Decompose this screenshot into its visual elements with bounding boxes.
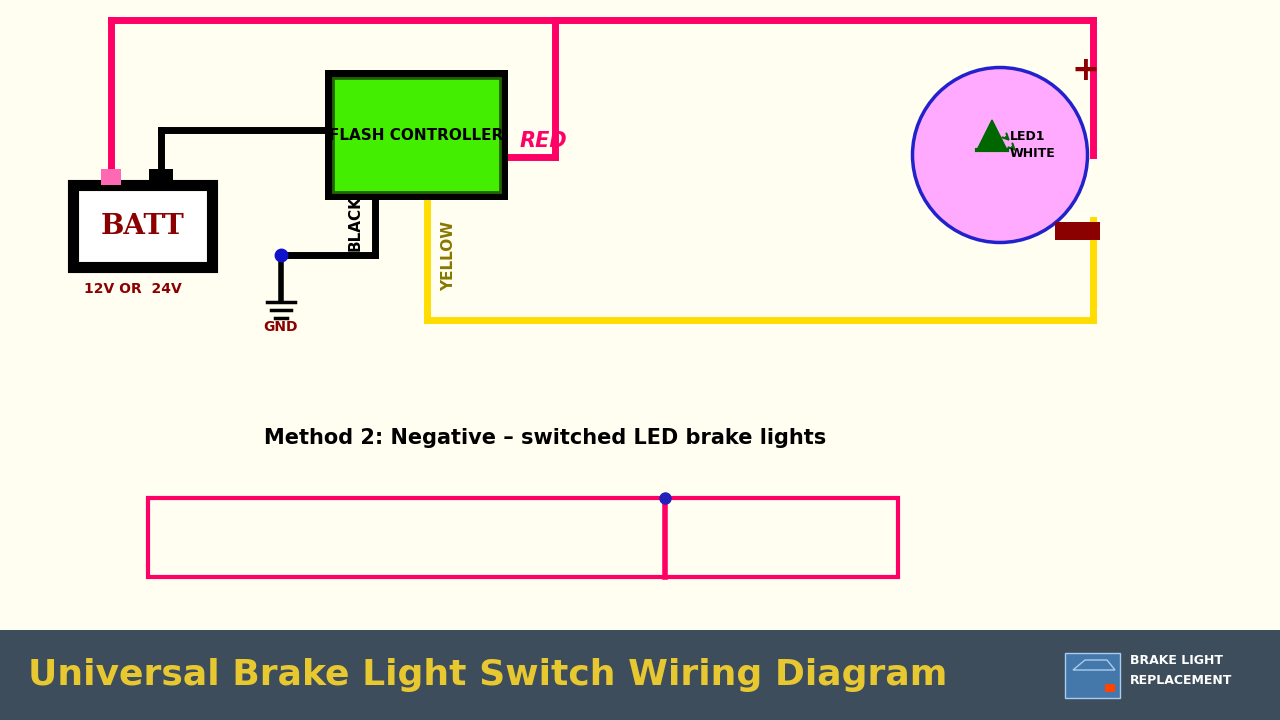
Text: LED1
WHITE: LED1 WHITE [1010,130,1056,160]
Polygon shape [977,120,1007,150]
Text: FLASH CONTROLLER: FLASH CONTROLLER [329,127,503,143]
Bar [148,169,173,185]
Bar [1065,653,1120,698]
Text: REPLACEMENT: REPLACEMENT [1130,673,1233,686]
Text: BRAKE LIGHT: BRAKE LIGHT [1130,654,1222,667]
Text: Method 2: Negative – switched LED brake lights: Method 2: Negative – switched LED brake … [264,428,826,448]
Polygon shape [1073,660,1115,670]
Bar [1055,222,1100,240]
Text: Universal Brake Light Switch Wiring Diagram: Universal Brake Light Switch Wiring Diag… [28,658,947,692]
Bar [1105,684,1115,692]
Bar [73,185,212,267]
Text: RED: RED [520,131,568,151]
Text: 12V OR  24V: 12V OR 24V [83,282,182,296]
Bar [101,169,122,185]
Bar [148,498,899,577]
Text: GND: GND [264,320,298,334]
Text: YELLOW: YELLOW [442,221,456,291]
Text: +: + [1071,53,1100,86]
Bar [325,70,508,200]
Bar [333,78,500,192]
Bar [0,630,1280,720]
Text: BATT: BATT [101,212,184,240]
Ellipse shape [913,68,1088,243]
Text: BLACK: BLACK [347,196,362,251]
